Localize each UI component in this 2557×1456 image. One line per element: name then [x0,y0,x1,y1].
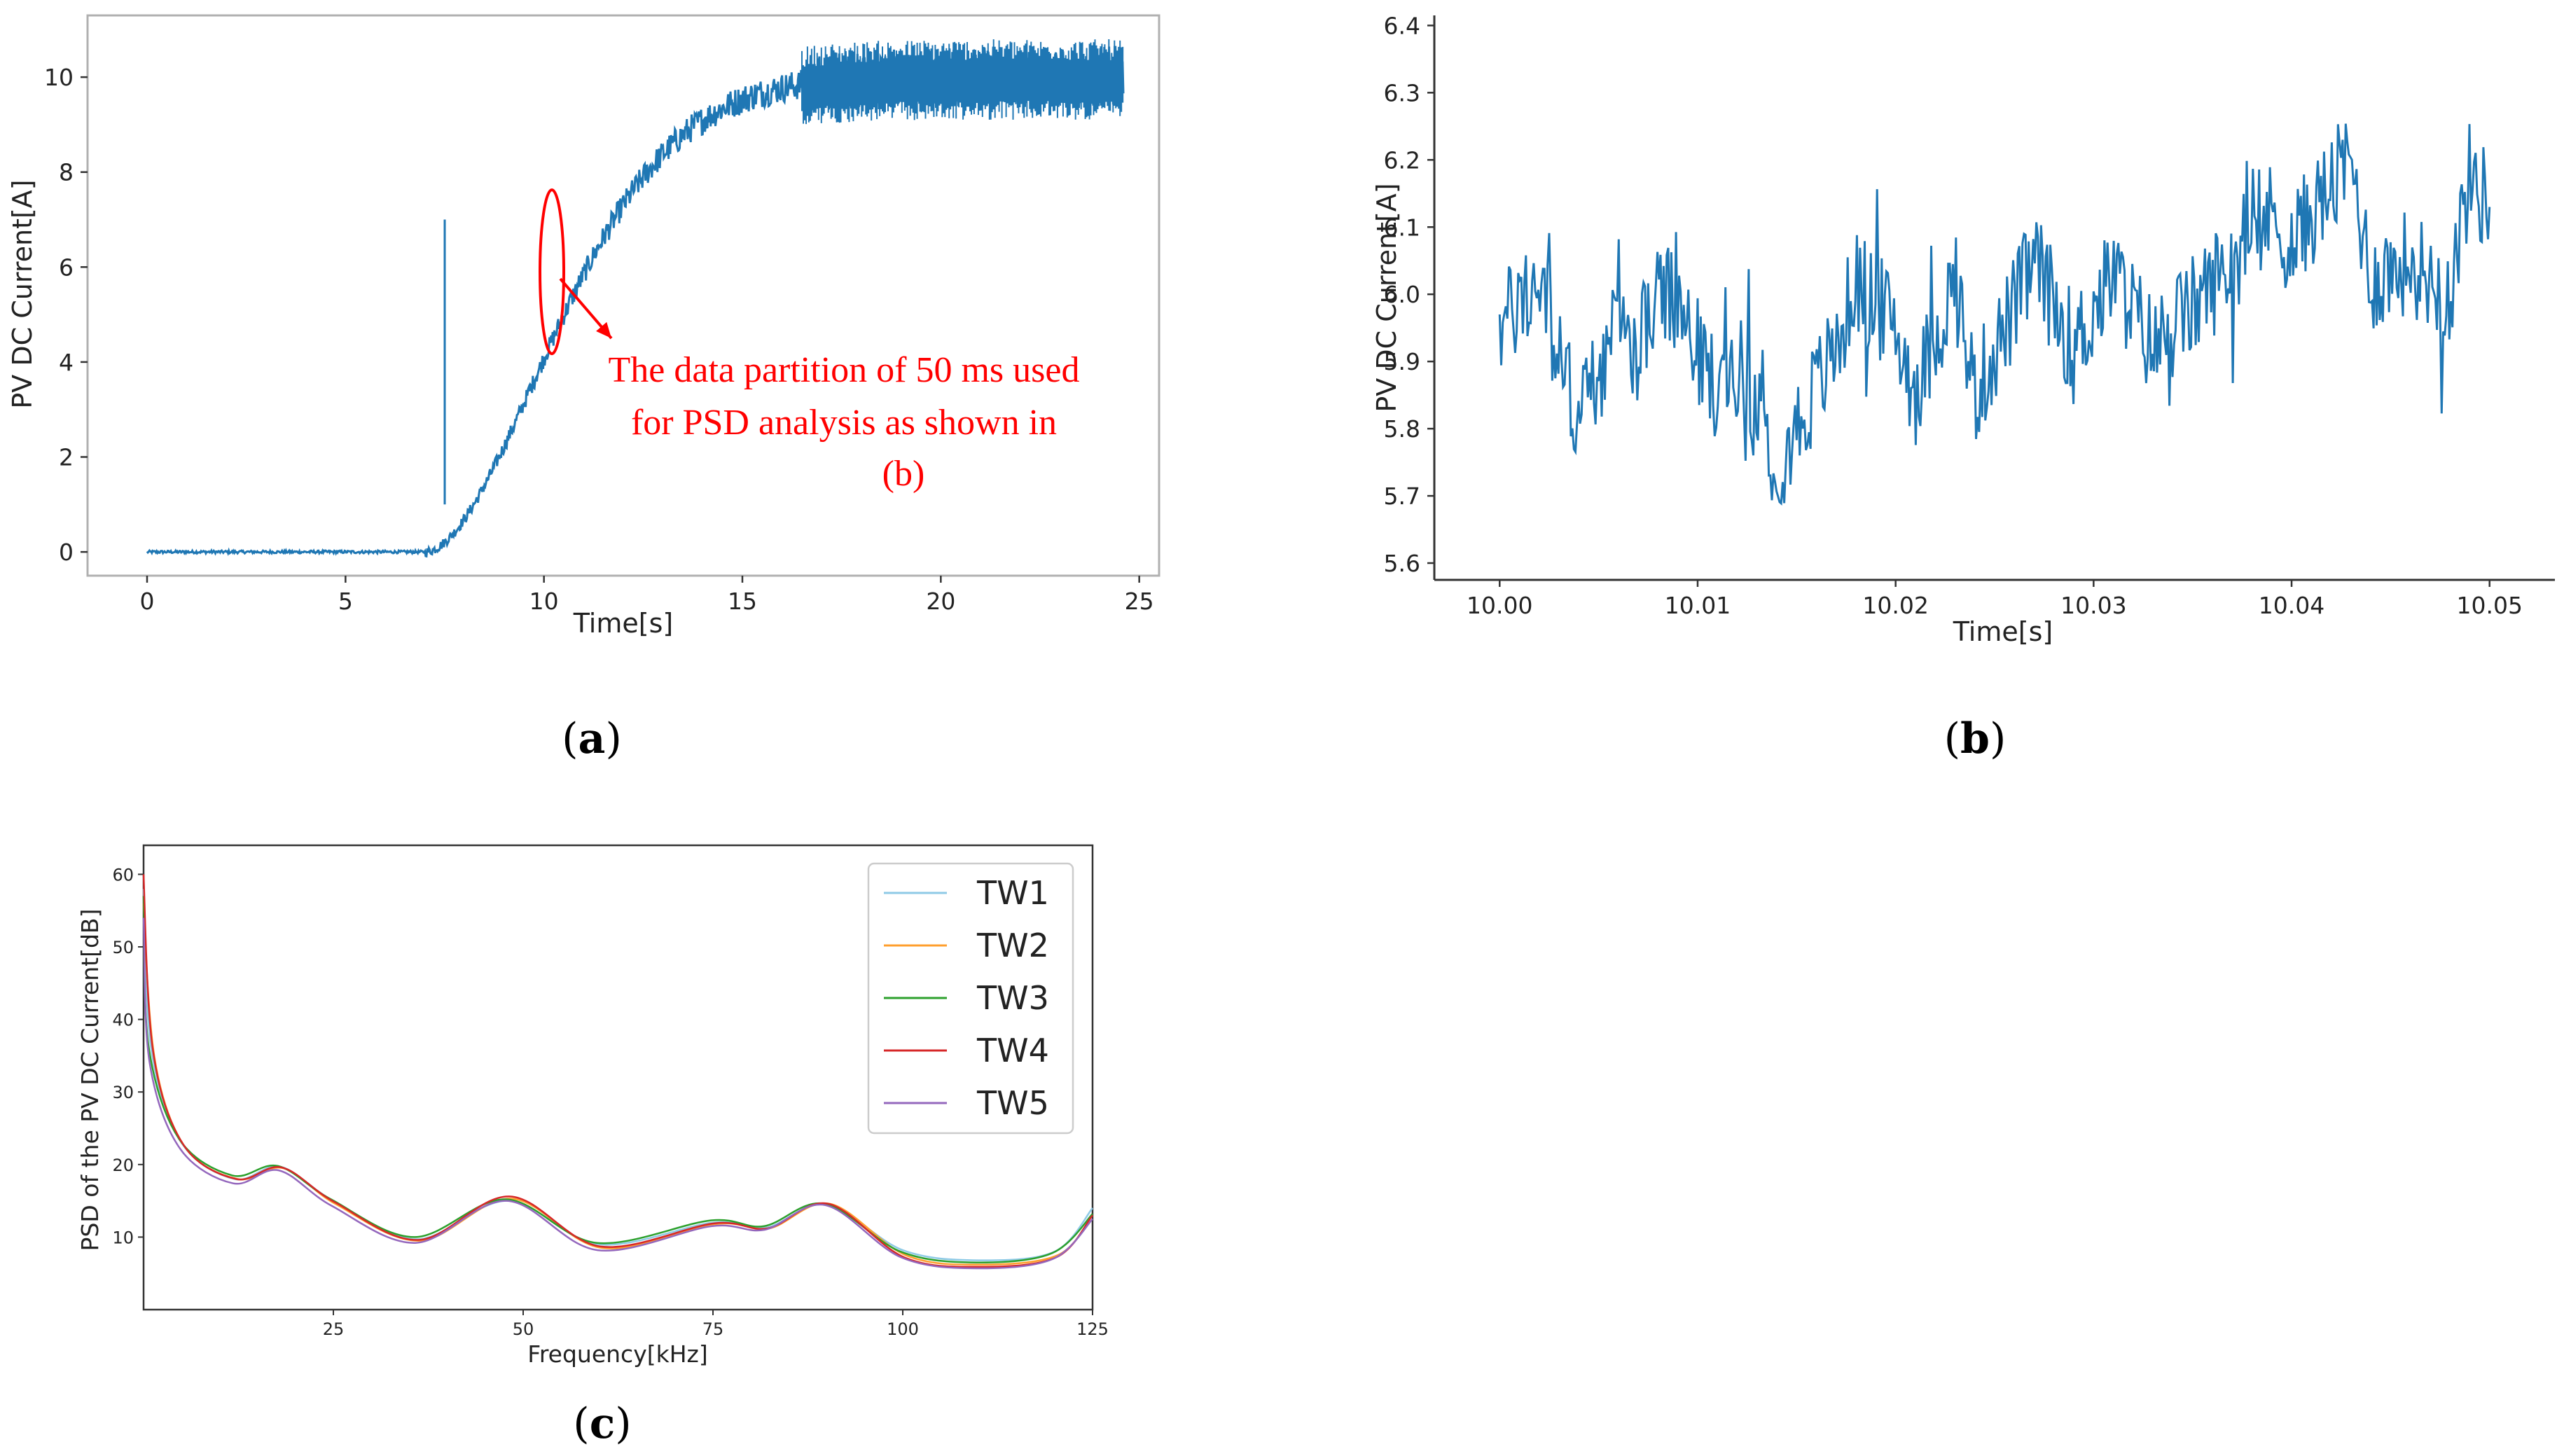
chart-b-caption: (b) [1944,714,2007,763]
chart-a-y-tick-label: 8 [59,159,74,186]
chart-a-annotation-arrowhead [596,321,611,339]
chart-a-y-tick-label: 10 [44,64,74,91]
chart-a-y-tick-label: 6 [59,254,74,281]
chart-a-noise-band [801,39,1124,125]
chart-a-annotation-line-3: (b) [882,454,925,494]
chart-a-annotation-ellipse [539,188,565,356]
chart-c-y-tick-label: 20 [112,1156,134,1175]
chart-c-series-tw4 [142,874,1093,1268]
chart-b-y-tick-label: 6.0 [1384,281,1420,308]
chart-c-y-tick-label: 30 [112,1083,134,1102]
chart-b-y-tick-label: 6.3 [1384,79,1420,106]
chart-b-x-tick-label: 10.00 [1467,592,1532,619]
chart-a-y-tick-label: 2 [59,444,74,471]
chart-c-series-lines [142,874,1093,1270]
chart-b-y-tick-label: 5.6 [1384,550,1420,577]
chart-b-x-tick-label: 10.01 [1665,592,1731,619]
chart-a: 0 5 10 15 20 25 0 2 4 6 8 10 The data partition of… [7,14,1160,763]
chart-b-y-tick-label: 5.7 [1384,483,1420,510]
chart-b-x-label: Time[s] [1953,616,2053,647]
chart-a-x-tick-label: 10 [529,588,559,615]
chart-b-x-tick-label: 10.04 [2259,592,2324,619]
chart-a-x-label: Time[s] [573,608,673,639]
chart-c-legend-label: TW1 [976,874,1049,912]
chart-c-legend-label: TW3 [976,979,1049,1017]
chart-c-legend-items: TW1 TW2 TW3 TW4 TW5 [884,874,1049,1122]
chart-a-y-tick-label: 4 [59,349,74,376]
chart-c-x-tick-label: 75 [702,1319,724,1339]
chart-a-annotation-line-1: The data partition of 50 ms used [609,350,1080,390]
chart-c-x-tick-label: 125 [1076,1319,1109,1339]
chart-c-legend: TW1 TW2 TW3 TW4 TW5 [867,862,1074,1135]
chart-b-x-ticks: 10.00 10.01 10.02 10.03 10.04 10.05 [1467,580,2523,619]
chart-c-x-ticks: 25 50 75 100 125 [323,1310,1109,1339]
chart-a-y-tick-label: 0 [59,539,74,566]
chart-b-y-tick-label: 5.9 [1384,348,1420,375]
chart-c-legend-box [867,862,1074,1135]
chart-b-y-tick-label: 6.2 [1384,146,1420,174]
chart-a-annotation-line-2: for PSD analysis as shown in [631,403,1057,443]
chart-c-y-tick-label: 40 [112,1011,134,1030]
chart-c-x-tick-label: 25 [323,1319,345,1339]
chart-c-legend-label: TW4 [976,1032,1049,1069]
chart-b-series-line [1498,123,2491,506]
chart-b-y-tick-label: 5.8 [1384,415,1420,443]
chart-c-y-tick-label: 50 [112,938,134,957]
chart-c-caption: (c) [573,1399,631,1448]
chart-a-caption: (a) [562,714,622,763]
chart-c-x-tick-label: 100 [887,1319,919,1339]
chart-c-y-tick-label: 10 [112,1228,134,1247]
chart-b: 10.00 10.01 10.02 10.03 10.04 10.05 5.6 5.7 5.8… [1371,12,2555,763]
chart-a-y-ticks: 0 2 4 6 8 10 [44,64,88,566]
chart-a-y-label: PV DC Current[A] [7,179,38,408]
chart-b-x-tick-label: 10.03 [2060,592,2126,619]
chart-a-x-tick-label: 25 [1125,588,1154,615]
chart-b-y-tick-label: 6.4 [1384,12,1420,39]
chart-c-legend-label: TW2 [976,927,1049,964]
chart-a-x-tick-label: 0 [140,588,155,615]
chart-a-x-tick-label: 15 [728,588,757,615]
chart-c-series-tw5 [142,917,1093,1270]
chart-c-x-label: Frequency[kHz] [527,1340,707,1368]
chart-b-y-tick-label: 6.1 [1384,214,1420,241]
chart-c-legend-label: TW5 [976,1084,1049,1122]
chart-c-y-tick-label: 60 [112,865,134,885]
chart-b-y-ticks: 5.6 5.7 5.8 5.9 6.0 6.1 6.2 6.3 6.4 [1384,12,1434,577]
chart-b-x-tick-label: 10.05 [2456,592,2522,619]
chart-b-x-tick-label: 10.02 [1862,592,1928,619]
chart-a-x-ticks: 0 5 10 15 20 25 [140,576,1154,615]
chart-c-x-tick-label: 50 [513,1319,534,1339]
chart-b-y-label: PV DC Current[A] [1371,183,1402,412]
chart-a-x-tick-label: 5 [338,588,353,615]
chart-a-x-tick-label: 20 [926,588,955,615]
chart-c-y-label: PSD of the PV DC Current[dB] [76,909,104,1252]
chart-c-y-ticks: 10 20 30 40 50 60 [112,865,144,1247]
